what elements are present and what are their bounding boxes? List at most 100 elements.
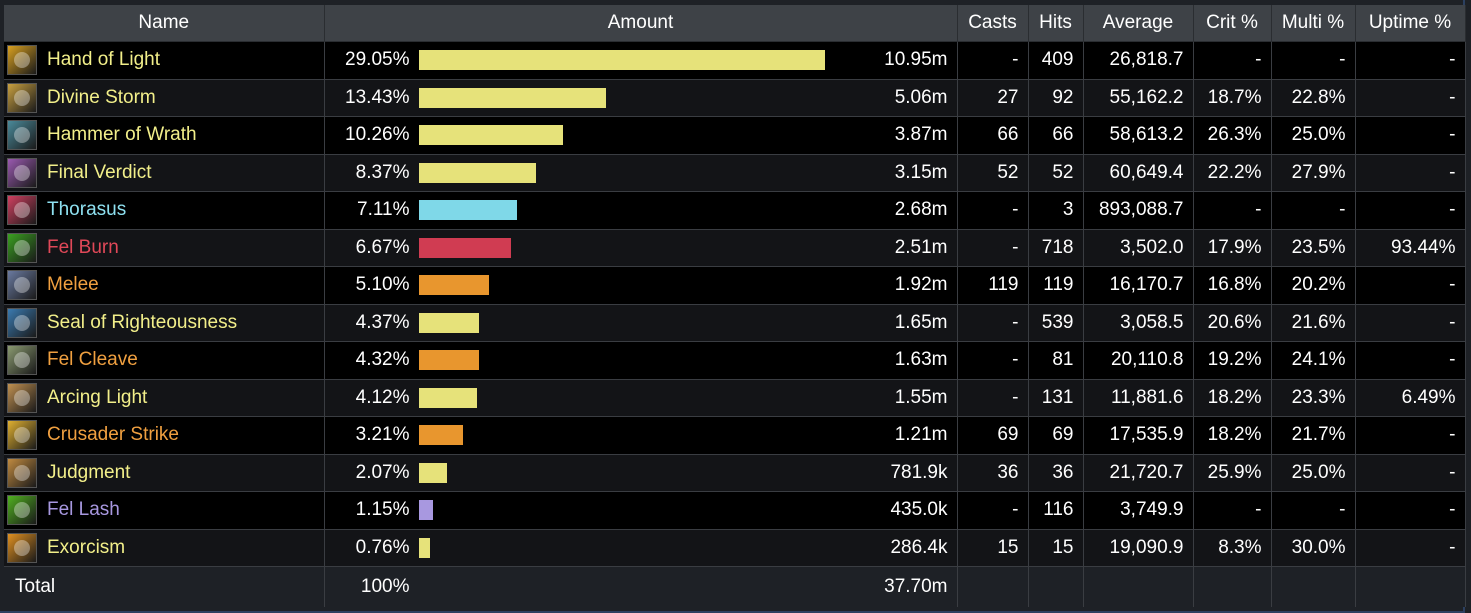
table-row[interactable]: Arcing Light 4.12% 1.55m -131 11,881.6 18.2% 2…	[4, 379, 1466, 417]
damage-amount: 435.0k	[890, 499, 948, 521]
table-row[interactable]: Fel Lash 1.15% 435.0k -116 3,749.9- - -	[4, 491, 1466, 530]
column-header-hits[interactable]: Hits	[1028, 5, 1084, 42]
ability-name-cell[interactable]: Seal of Righteousness	[4, 304, 325, 342]
ability-name-cell[interactable]: Fel Lash	[4, 491, 325, 530]
ability-name[interactable]: Hammer of Wrath	[47, 124, 197, 146]
ability-name[interactable]: Arcing Light	[47, 386, 148, 408]
damage-amount: 5.06m	[894, 86, 948, 108]
average-cell: 20,110.8	[1083, 341, 1194, 380]
uptime-cell: 93.44%	[1355, 229, 1466, 267]
table-row[interactable]: Divine Storm 13.43% 5.06m 27 92 55,162.2 18.7%…	[4, 79, 1466, 117]
amount-cell: 10.26% 3.87m	[324, 116, 958, 155]
ability-name-cell[interactable]: Thorasus	[4, 191, 325, 230]
final-verdict-icon	[7, 157, 37, 188]
total-empty-cell	[1083, 566, 1194, 607]
damage-percent: 5.10%	[355, 274, 410, 296]
damage-bar	[418, 462, 448, 483]
uptime-cell: -	[1355, 491, 1466, 530]
table-row[interactable]: Melee 5.10% 1.92m 119 119 16,170.7 16.8% 20.2% -	[4, 266, 1466, 305]
header-row: Name Amount Casts Hits Average Crit % Mu…	[4, 5, 1466, 42]
table-row[interactable]: Fel Burn 6.67% 2.51m -718 3,502.0 17.9% 23.5% 9…	[4, 229, 1466, 267]
damage-amount: 2.51m	[894, 236, 948, 258]
multi-cell: 22.8%	[1271, 79, 1356, 117]
ability-name-cell[interactable]: Melee	[4, 266, 325, 305]
damage-bar-track	[418, 50, 839, 71]
damage-percent: 3.21%	[355, 424, 410, 446]
multi-cell: -	[1271, 191, 1356, 230]
thorasus-icon	[7, 195, 37, 226]
ability-name-cell[interactable]: Fel Cleave	[4, 341, 325, 380]
column-header-crit[interactable]: Crit %	[1193, 5, 1272, 42]
damage-percent: 6.67%	[355, 236, 410, 258]
damage-bar	[418, 50, 826, 71]
ability-name-cell[interactable]: Judgment	[4, 454, 325, 492]
ability-name[interactable]: Final Verdict	[47, 161, 152, 183]
column-header-casts[interactable]: Casts	[957, 5, 1029, 42]
ability-name[interactable]: Fel Burn	[47, 236, 119, 258]
ability-name-cell[interactable]: Arcing Light	[4, 379, 325, 417]
ability-name[interactable]: Exorcism	[47, 536, 126, 558]
casts-cell: 69	[957, 416, 1029, 455]
ability-name[interactable]: Crusader Strike	[47, 424, 179, 446]
hits-cell: 409	[1028, 41, 1084, 80]
table-row[interactable]: Fel Cleave 4.32% 1.63m -81 20,110.8 19.2% 24.1…	[4, 341, 1466, 380]
table-row[interactable]: Hand of Light 29.05% 10.95m -409 26,818.7- - -	[4, 41, 1466, 80]
damage-amount: 1.21m	[894, 424, 948, 446]
average-cell: 55,162.2	[1083, 79, 1194, 117]
table-row[interactable]: Final Verdict 8.37% 3.15m 52 52 60,649.4 22.2%…	[4, 154, 1466, 192]
damage-percent: 1.15%	[355, 499, 410, 521]
table-row[interactable]: Hammer of Wrath 10.26% 3.87m 66 66 58,613.2 26…	[4, 116, 1466, 155]
hammer-of-wrath-icon	[7, 120, 37, 151]
table-body: Hand of Light 29.05% 10.95m -409 26,818.7- - -…	[4, 41, 1466, 567]
ability-name[interactable]: Hand of Light	[47, 49, 161, 71]
casts-cell: -	[957, 341, 1029, 380]
crit-cell: 18.2%	[1193, 379, 1272, 417]
average-cell: 21,720.7	[1083, 454, 1194, 492]
ability-name-cell[interactable]: Divine Storm	[4, 79, 325, 117]
crit-cell: -	[1193, 191, 1272, 230]
table-row[interactable]: Crusader Strike 3.21% 1.21m 69 69 17,535.9 18.…	[4, 416, 1466, 455]
ability-name[interactable]: Seal of Righteousness	[47, 311, 238, 333]
casts-cell: -	[957, 491, 1029, 530]
ability-name[interactable]: Melee	[47, 274, 99, 296]
ability-name-cell[interactable]: Hammer of Wrath	[4, 116, 325, 155]
column-header-multi[interactable]: Multi %	[1271, 5, 1356, 42]
ability-name-cell[interactable]: Crusader Strike	[4, 416, 325, 455]
total-empty-cell	[1271, 566, 1356, 607]
damage-bar-track	[418, 350, 839, 371]
hits-cell: 36	[1028, 454, 1084, 492]
table-row[interactable]: Exorcism 0.76% 286.4k 15 15 19,090.9 8.3% 30.0%…	[4, 529, 1466, 567]
column-header-uptime[interactable]: Uptime %	[1355, 5, 1466, 42]
ability-name[interactable]: Judgment	[47, 461, 131, 483]
ability-name[interactable]: Fel Lash	[47, 499, 120, 521]
table-row[interactable]: Thorasus 7.11% 2.68m -3 893,088.7- - -	[4, 191, 1466, 230]
uptime-cell: -	[1355, 79, 1466, 117]
table-row[interactable]: Judgment 2.07% 781.9k 36 36 21,720.7 25.9% 25.0…	[4, 454, 1466, 492]
ability-name-cell[interactable]: Exorcism	[4, 529, 325, 567]
amount-cell: 3.21% 1.21m	[324, 416, 958, 455]
damage-bar	[418, 425, 464, 446]
table-row[interactable]: Seal of Righteousness 4.37% 1.65m -539 3,058…	[4, 304, 1466, 342]
column-header-average[interactable]: Average	[1083, 5, 1194, 42]
uptime-cell: 6.49%	[1355, 379, 1466, 417]
uptime-cell: -	[1355, 529, 1466, 567]
seal-of-righteousness-icon	[7, 307, 37, 338]
damage-percent: 4.12%	[355, 386, 410, 408]
ability-name[interactable]: Fel Cleave	[47, 349, 138, 371]
average-cell: 17,535.9	[1083, 416, 1194, 455]
multi-cell: 23.3%	[1271, 379, 1356, 417]
column-header-name[interactable]: Name	[4, 5, 325, 42]
damage-bar	[418, 350, 480, 371]
uptime-cell: -	[1355, 191, 1466, 230]
damage-amount: 286.4k	[890, 536, 948, 558]
damage-amount: 1.92m	[894, 274, 948, 296]
ability-name-cell[interactable]: Fel Burn	[4, 229, 325, 267]
average-cell: 3,749.9	[1083, 491, 1194, 530]
uptime-cell: -	[1355, 454, 1466, 492]
damage-percent: 29.05%	[345, 49, 410, 71]
ability-name-cell[interactable]: Hand of Light	[4, 41, 325, 80]
ability-name[interactable]: Thorasus	[47, 199, 127, 221]
ability-name-cell[interactable]: Final Verdict	[4, 154, 325, 192]
ability-name[interactable]: Divine Storm	[47, 86, 156, 108]
column-header-amount[interactable]: Amount	[324, 5, 958, 42]
